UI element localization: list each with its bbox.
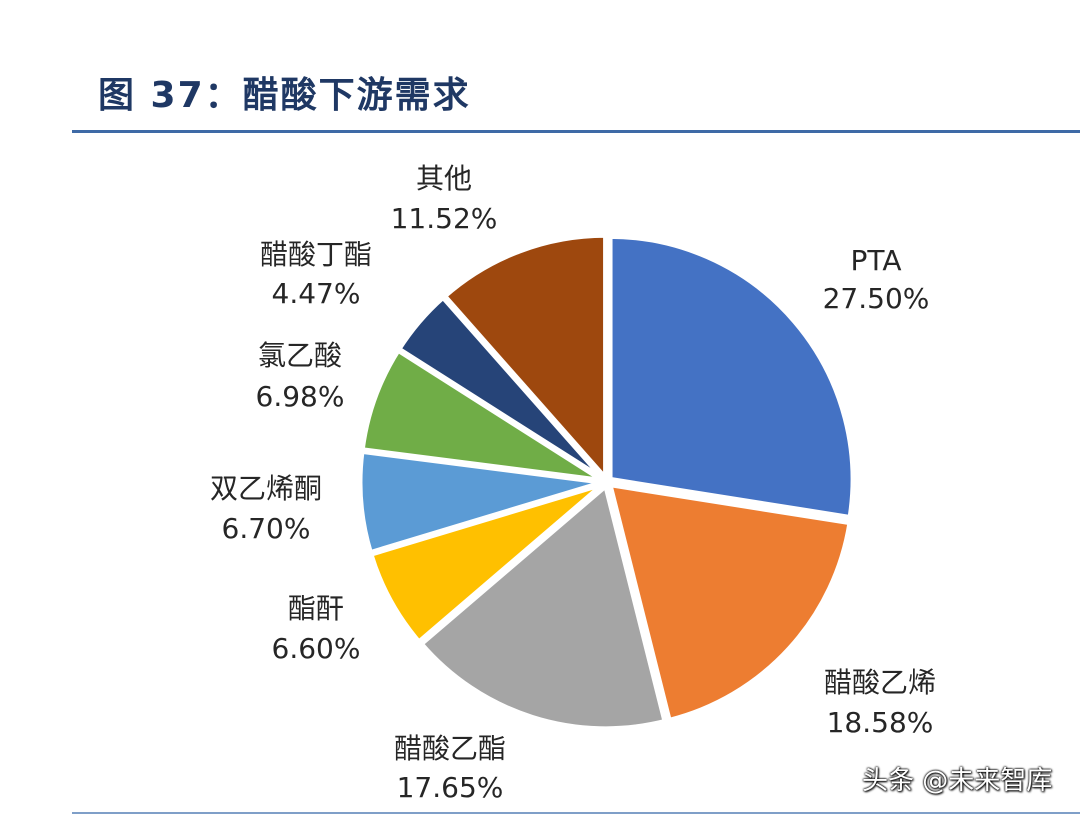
pie-slice-2	[417, 481, 669, 732]
bottom-rule	[72, 812, 1080, 814]
pie-slice-5	[359, 346, 605, 484]
slice-label-1: 醋酸乙烯	[824, 666, 936, 699]
pie-slice-1	[606, 481, 853, 724]
slice-label-7: 其他	[416, 162, 472, 195]
slice-label-0: PTA	[851, 244, 902, 277]
slice-label-2: 醋酸乙酯	[394, 732, 506, 765]
slice-value-label-1: 18.58%	[827, 706, 934, 739]
pie-slice-0	[607, 233, 856, 521]
slice-value-label-0: 27.50%	[823, 282, 930, 315]
slice-value-label-5: 6.98%	[256, 380, 345, 413]
slice-label-6: 醋酸丁酯	[260, 238, 372, 271]
slice-value-label-2: 17.65%	[397, 771, 504, 804]
pie-slice-7	[441, 232, 609, 485]
slice-value-label-4: 6.70%	[222, 512, 311, 545]
slice-label-4: 双乙烯酮	[210, 472, 322, 505]
slice-label-5: 氯乙酸	[258, 339, 342, 372]
pie-labels: PTA 27.50% 醋酸乙烯 18.58% 醋酸乙酯 17.65% 酯酐 6.60% 双乙烯酮…	[210, 162, 936, 804]
watermark: 头条 @未来智库	[862, 766, 1053, 796]
slice-value-label-6: 4.47%	[272, 277, 361, 310]
figure-title: 图 37：醋酸下游需求	[98, 75, 471, 116]
title-rule	[72, 130, 1080, 133]
slice-label-3: 酯酐	[288, 592, 344, 625]
slice-value-label-7: 11.52%	[391, 202, 498, 235]
slice-value-label-3: 6.60%	[272, 632, 361, 665]
pie-slices	[357, 232, 856, 732]
